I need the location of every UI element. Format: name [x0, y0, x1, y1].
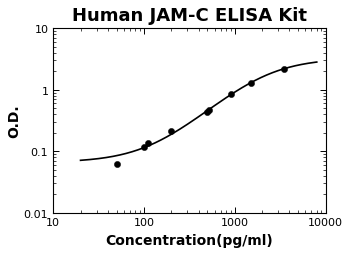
Title: Human JAM-C ELISA Kit: Human JAM-C ELISA Kit	[72, 7, 307, 25]
Point	[228, 93, 233, 97]
Point	[141, 145, 147, 149]
Point	[248, 81, 253, 85]
Y-axis label: O.D.: O.D.	[7, 104, 21, 138]
Point	[281, 67, 287, 71]
Point	[204, 111, 209, 115]
Point	[146, 141, 151, 146]
X-axis label: Concentration(pg/ml): Concentration(pg/ml)	[105, 233, 273, 247]
Point	[206, 108, 212, 113]
Point	[168, 130, 174, 134]
Point	[114, 162, 119, 166]
